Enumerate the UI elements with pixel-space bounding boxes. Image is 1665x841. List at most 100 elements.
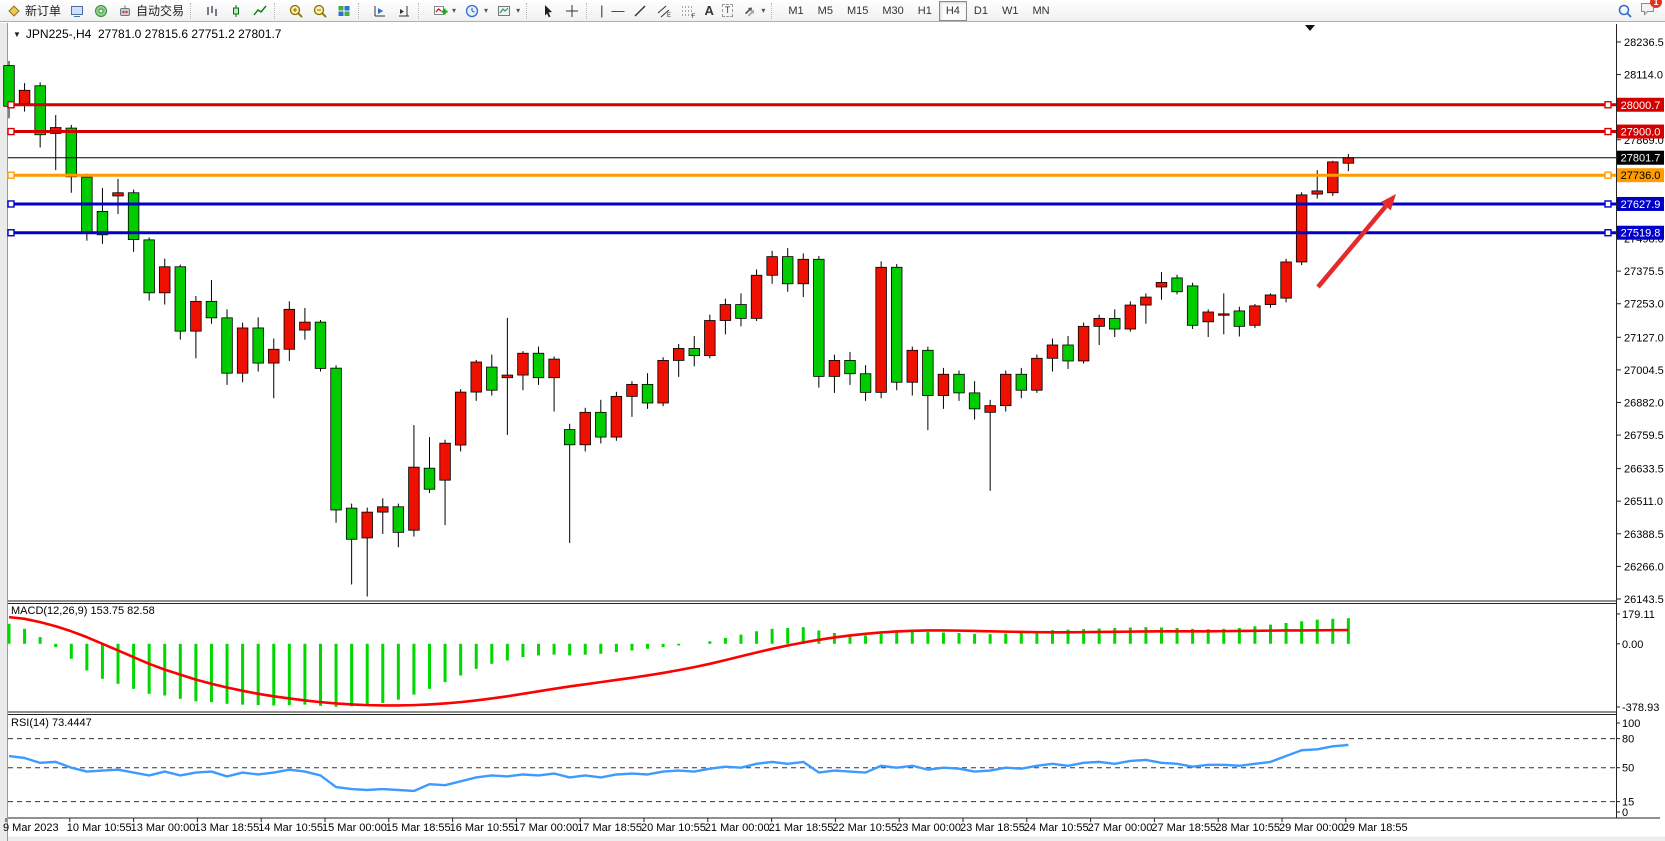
candle-down [595, 411, 607, 438]
horizontal-level-line[interactable] [7, 171, 1616, 179]
candle-down [34, 85, 46, 136]
candle-up [984, 405, 996, 413]
trendline-tool-button[interactable] [628, 1, 652, 21]
template-icon [496, 3, 512, 19]
chart-title: ▼ JPN225-,H4 27781.0 27815.6 27751.2 2780… [13, 27, 281, 41]
vertical-line-tool-button[interactable]: | [596, 1, 607, 21]
timeframe-button-D1[interactable]: D1 [967, 1, 995, 21]
candle-up [1046, 344, 1059, 359]
horizontal-level-line[interactable] [7, 127, 1616, 136]
price-chart-canvas[interactable]: 28236.528114.027991.527869.027746.527624… [0, 23, 1665, 841]
crosshair-icon [564, 3, 580, 19]
auto-trading-button[interactable]: 自动交易 [113, 1, 188, 21]
tile-windows-icon [336, 3, 352, 19]
price-axis-label: 26882.0 [1624, 397, 1664, 409]
candle-up [408, 466, 420, 531]
candle-down [423, 467, 436, 490]
cursor-icon [540, 3, 556, 19]
time-axis-label: 21 Mar 00:00 [705, 822, 770, 834]
candle-down [252, 327, 264, 364]
new-order-label: 新订单 [25, 4, 62, 18]
tile-windows-button[interactable] [332, 1, 356, 21]
price-axis-label: 26388.5 [1624, 529, 1664, 541]
candle-up [1342, 157, 1355, 164]
candle-up [828, 360, 841, 377]
timeframe-button-MN[interactable]: MN [1025, 1, 1056, 21]
line-handle [7, 101, 15, 109]
candle-down [330, 367, 342, 511]
search-icon[interactable] [1617, 3, 1633, 19]
price-axis-label: 26266.0 [1624, 561, 1664, 573]
horizontal-level-line[interactable] [7, 101, 1616, 109]
crosshair-tool-button[interactable] [560, 1, 584, 21]
candle-down [65, 127, 77, 178]
new-order-button[interactable]: 新订单 [2, 1, 65, 21]
templates-button[interactable]: ▾ [492, 1, 524, 21]
scroll-to-end-marker[interactable] [1305, 25, 1315, 31]
bar-chart-button[interactable] [200, 1, 224, 21]
clock-icon [464, 3, 480, 19]
chevron-down-icon: ▾ [516, 6, 521, 15]
candle-up [1218, 313, 1230, 316]
alerts-button[interactable] [89, 1, 113, 21]
candle-down [392, 506, 405, 533]
fibonacci-tool-button[interactable]: F [676, 1, 700, 21]
price-axis-label: 26633.5 [1624, 464, 1664, 476]
arrows-tool-button[interactable]: ▾ [737, 1, 769, 21]
fibonacci-icon: F [680, 3, 696, 19]
candle-up [672, 348, 685, 361]
timeframe-button-M15[interactable]: M15 [840, 1, 875, 21]
rsi-axis-label: 15 [1622, 797, 1634, 809]
price-tag-label: 27736.0 [1621, 170, 1661, 182]
text-label-tool-button[interactable]: T [718, 1, 738, 21]
trend-arrow[interactable] [1316, 194, 1396, 289]
text-icon: A [704, 2, 714, 18]
timeframe-button-M30[interactable]: M30 [875, 1, 910, 21]
candle-down [3, 65, 15, 107]
candle-up [766, 256, 778, 276]
horizontal-line-tool-button[interactable]: — [607, 1, 628, 21]
auto-scroll-button[interactable] [392, 1, 416, 21]
rsi-line [8, 743, 1349, 793]
candle-up [1202, 311, 1214, 323]
indicators-button[interactable]: ▾ [428, 1, 460, 21]
line-chart-button[interactable] [248, 1, 272, 21]
periods-button[interactable]: ▾ [460, 1, 492, 21]
zoom-out-button[interactable] [308, 1, 332, 21]
candle-down [1062, 344, 1074, 362]
candle-down [1015, 373, 1028, 391]
chart-shift-button[interactable] [368, 1, 392, 21]
candle-up [937, 373, 950, 396]
timeframe-button-W1[interactable]: W1 [995, 1, 1026, 21]
timeframe-button-M5[interactable]: M5 [811, 1, 840, 21]
channel-tool-button[interactable]: E [652, 1, 676, 21]
timeframe-button-M1[interactable]: M1 [781, 1, 810, 21]
time-axis-label: 29 Mar 00:00 [1279, 822, 1344, 834]
zoom-in-button[interactable] [284, 1, 308, 21]
line-handle [7, 171, 15, 179]
notifications-button[interactable]: 1 [1639, 0, 1662, 21]
macd-axis[interactable]: 179.11 0.00 -378.93 [1616, 609, 1660, 714]
horizontal-level-line[interactable] [7, 200, 1616, 208]
text-tool-button[interactable]: A [700, 1, 717, 21]
rsi-axis-label: 80 [1622, 734, 1634, 746]
svg-text:F: F [692, 14, 696, 19]
candlestick-chart-button[interactable] [224, 1, 248, 21]
chevron-down-icon: ▾ [484, 6, 489, 15]
profile-button[interactable] [65, 1, 89, 21]
time-axis-label: 23 Mar 18:55 [960, 822, 1025, 834]
time-axis-label: 13 Mar 18:55 [194, 822, 259, 834]
candle-up [1264, 294, 1277, 305]
candle-down [532, 352, 545, 379]
new-order-icon [6, 3, 22, 19]
toolbar-separator [418, 2, 425, 19]
chart-dropdown-icon[interactable]: ▼ [13, 30, 21, 39]
timeframe-button-H1[interactable]: H1 [911, 1, 939, 21]
signal-icon [93, 3, 109, 19]
candle-down [735, 304, 747, 319]
chart-window[interactable]: 28236.528114.027991.527869.027746.527624… [0, 23, 1665, 841]
timeframe-button-H4[interactable]: H4 [938, 0, 967, 21]
cursor-tool-button[interactable] [536, 1, 560, 21]
horizontal-level-line[interactable] [7, 229, 1616, 237]
